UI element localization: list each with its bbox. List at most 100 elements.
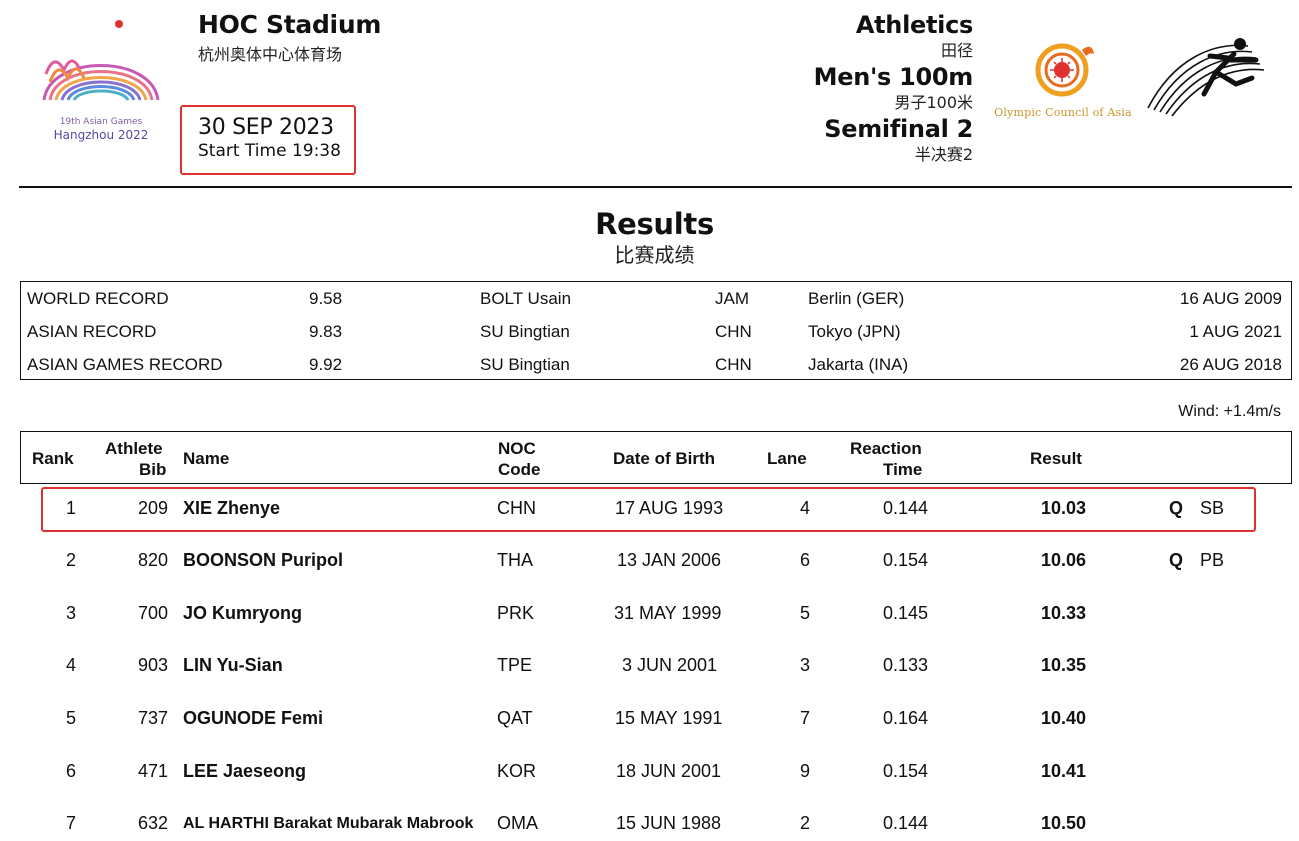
athlete-name: OGUNODE Femi	[183, 708, 324, 728]
dob: 3 JUN 2001	[622, 655, 718, 675]
dob: 15 MAY 1991	[615, 708, 723, 728]
result: 10.06	[1041, 550, 1087, 570]
results-heading: Results 比赛成绩	[0, 207, 1299, 268]
sport-title: Athletics	[855, 11, 973, 39]
result: 10.35	[1041, 655, 1087, 675]
athlete-name: BOONSON Puripol	[183, 550, 344, 570]
rank: 1	[66, 498, 77, 518]
start-time: Start Time 19:38	[198, 141, 341, 161]
results-title-cn: 比赛成绩	[614, 243, 695, 267]
rank: 5	[66, 708, 77, 728]
record-type: ASIAN GAMES RECORD	[27, 355, 223, 374]
noc: PRK	[497, 603, 535, 623]
record-noc: JAM	[715, 289, 749, 308]
wind-reading: Wind: +1.4m/s	[1178, 403, 1281, 420]
event-block: Athletics 田径 Men's 100m 男子100米 Semifinal…	[813, 10, 974, 166]
results-table-header: Rank Athlete Bib Name NOC Code Date of B…	[20, 431, 1292, 484]
reaction: 0.144	[883, 498, 929, 518]
qualifier: Q	[1169, 498, 1184, 518]
event-date: 30 SEP 2023	[198, 115, 334, 140]
athlete-name: JO Kumryong	[183, 603, 303, 623]
table-row: 1 209 XIE Zhenye CHN 17 AUG 1993 4 0.144…	[20, 484, 1292, 536]
sport-title-cn: 田径	[940, 41, 973, 60]
bib: 903	[138, 655, 169, 675]
col-bib-line1: Athlete	[105, 439, 163, 458]
reaction: 0.144	[883, 813, 929, 833]
athlete-name: XIE Zhenye	[183, 498, 281, 518]
result: 10.41	[1041, 761, 1087, 781]
hangzhou-2022-logo: 19th Asian Games Hangzhou 2022	[36, 14, 166, 144]
dob: 13 JAN 2006	[617, 550, 722, 570]
record-noc: CHN	[715, 322, 752, 341]
venue-subtitle-cn: 杭州奥体中心体育场	[198, 45, 343, 64]
col-bib-line2: Bib	[139, 460, 167, 479]
lane: 6	[800, 550, 811, 570]
noc: THA	[497, 550, 533, 570]
event-title: Men's 100m	[813, 63, 974, 91]
record-type: WORLD RECORD	[27, 289, 169, 308]
record-row: ASIAN GAMES RECORD 9.92 SU Bingtian CHN …	[21, 349, 1291, 381]
table-row: 5 737 OGUNODE Femi QAT 15 MAY 1991 7 0.1…	[20, 694, 1292, 746]
athlete-name: AL HARTHI Barakat Mubarak Mabrook	[183, 815, 474, 832]
lane: 3	[800, 655, 811, 675]
noc: KOR	[497, 761, 537, 781]
dob: 15 JUN 1988	[616, 813, 722, 833]
reaction: 0.164	[883, 708, 929, 728]
col-lane: Lane	[767, 449, 807, 468]
games-name-line: 19th Asian Games	[59, 117, 143, 127]
record-row: WORLD RECORD 9.58 BOLT Usain JAM Berlin …	[21, 283, 1291, 315]
record-mark: 9.92	[309, 355, 343, 374]
athlete-name: LIN Yu-Sian	[183, 655, 283, 675]
lane: 7	[800, 708, 811, 728]
table-row: 6 471 LEE Jaeseong KOR 18 JUN 2001 9 0.1…	[20, 747, 1292, 799]
event-title-cn: 男子100米	[894, 93, 973, 112]
reaction: 0.133	[883, 655, 929, 675]
record-mark: 9.83	[309, 322, 343, 341]
rank: 6	[66, 761, 77, 781]
record-place: Jakarta (INA)	[808, 355, 909, 374]
date-time-highlight: 30 SEP 2023 Start Time 19:38	[180, 105, 356, 175]
result: 10.40	[1041, 708, 1087, 728]
bib: 700	[138, 603, 169, 623]
rank: 2	[66, 550, 77, 570]
record-holder: SU Bingtian	[480, 322, 570, 341]
record-type: ASIAN RECORD	[27, 322, 157, 341]
record-place: Tokyo (JPN)	[808, 322, 901, 341]
bib: 209	[138, 498, 169, 518]
athletics-pictogram	[1144, 38, 1274, 118]
rank: 7	[66, 813, 77, 833]
col-noc-line1: NOC	[498, 439, 536, 458]
col-result: Result	[1030, 449, 1082, 468]
phase-title: Semifinal 2	[824, 115, 973, 143]
oca-name: Olympic Council of Asia	[994, 106, 1132, 119]
record-noc: CHN	[715, 355, 752, 374]
qualifier: Q	[1169, 550, 1184, 570]
dob: 17 AUG 1993	[615, 498, 724, 518]
bib: 737	[138, 708, 169, 728]
venue-title: HOC Stadium	[198, 10, 382, 39]
bib: 471	[138, 761, 169, 781]
result: 10.50	[1041, 813, 1087, 833]
games-emblem-icon	[42, 20, 160, 101]
record-date: 26 AUG 2018	[1179, 355, 1282, 374]
table-row: 7 632 AL HARTHI Barakat Mubarak Mabrook …	[20, 799, 1292, 841]
runner-icon	[1147, 38, 1265, 117]
result: 10.03	[1041, 498, 1087, 518]
dob: 31 MAY 1999	[614, 603, 722, 623]
reaction: 0.154	[883, 761, 929, 781]
lane: 4	[800, 498, 811, 518]
record-date: 16 AUG 2009	[1179, 289, 1282, 308]
lane: 2	[800, 813, 811, 833]
header-divider	[19, 186, 1292, 188]
col-reaction-line2: Time	[883, 460, 923, 479]
noc: QAT	[497, 708, 533, 728]
winner-row-highlight	[41, 487, 1256, 532]
athlete-name: LEE Jaeseong	[183, 761, 307, 781]
records-table: WORLD RECORD 9.58 BOLT Usain JAM Berlin …	[20, 281, 1292, 380]
record-holder: BOLT Usain	[480, 289, 572, 308]
reaction: 0.145	[883, 603, 929, 623]
noc: TPE	[497, 655, 533, 675]
lane: 9	[800, 761, 811, 781]
phase-title-cn: 半决赛2	[914, 145, 973, 164]
oca-sun-icon	[1035, 43, 1094, 97]
